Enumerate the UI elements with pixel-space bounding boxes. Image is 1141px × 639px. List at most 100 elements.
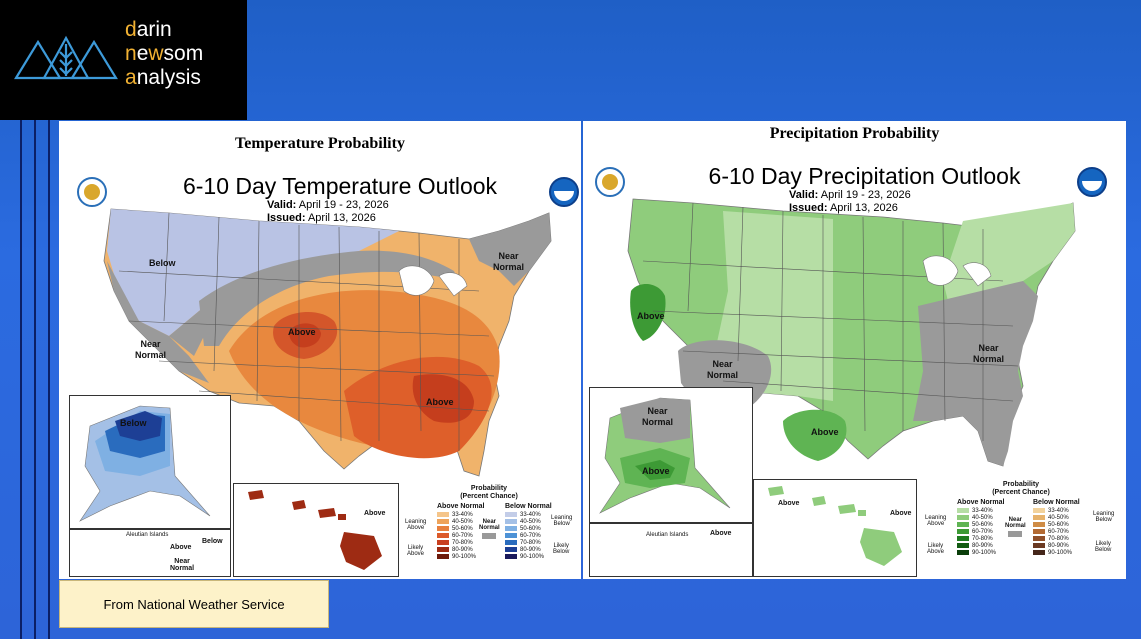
- legend-title: Probability: [470, 485, 508, 492]
- aleutian-label: Aleutian Islands: [646, 532, 689, 538]
- legend-range: 33-40%: [1048, 507, 1069, 514]
- legend-swatch: [957, 543, 969, 548]
- legend-row: 50-60%: [1033, 521, 1080, 528]
- legend-row: 50-60%: [437, 525, 484, 532]
- legend-row: 40-50%: [505, 518, 552, 525]
- great-lakes: [398, 265, 468, 297]
- decorative-bar: [34, 120, 36, 639]
- legend-likely-above: Likely Above: [407, 545, 425, 557]
- issued-value: April 13, 2026: [307, 212, 376, 224]
- legend-row: 40-50%: [437, 518, 484, 525]
- temperature-outlook-panel: Temperature Probability 6-10 Day Tempera…: [59, 121, 581, 579]
- legend-range: 80-90%: [452, 546, 473, 553]
- legend-range: 90-100%: [972, 549, 997, 556]
- legend-row: 33-40%: [505, 511, 552, 518]
- conus-temperature-map: [103, 208, 552, 477]
- legend-above-column: Above Normal 33-40% 40-50% 50-60% 60-70% 70-…: [957, 499, 1004, 556]
- issued-label: Issued:: [789, 202, 828, 214]
- legend-row: 50-60%: [957, 521, 1004, 528]
- legend-above-header: Above Normal: [437, 503, 485, 510]
- legend-swatch: [957, 536, 969, 541]
- legend-leaning-below: Leaning Below: [551, 515, 573, 527]
- legend-row: 90-100%: [1033, 549, 1080, 556]
- legend-below-header: Below Normal: [505, 503, 552, 510]
- state-lines: [642, 202, 1019, 441]
- precipitation-outlook-panel: Precipitation Probability 6-10 Day Preci…: [583, 121, 1126, 579]
- above-plains-inner: [289, 323, 321, 348]
- legend-swatch: [437, 554, 449, 559]
- hawaii-inset: Above: [233, 483, 399, 577]
- brand-accent-letter: d: [125, 18, 137, 41]
- mountain-logo-icon: [14, 35, 118, 80]
- legend-range: 80-90%: [972, 542, 993, 549]
- above-plains-label: Above: [288, 327, 316, 337]
- valid-value: April 19 - 23, 2026: [298, 199, 389, 211]
- legend-swatch: [957, 522, 969, 527]
- source-caption: From National Weather Service: [59, 580, 329, 628]
- near-normal-northeast: [469, 213, 551, 286]
- great-lakes: [922, 255, 992, 287]
- near-normal-southeast-label: Near Normal: [973, 343, 1005, 364]
- alaska-map: [599, 397, 731, 514]
- legend-row: 80-90%: [957, 542, 1004, 549]
- valid-value: April 19 - 23, 2026: [820, 189, 911, 201]
- legend-swatch: [1033, 508, 1045, 513]
- validity-info: Valid: April 19 - 23, 2026 Issued: April…: [267, 199, 389, 225]
- legend-leaning-above: Leaning Above: [925, 515, 947, 527]
- near-normal-west-label: Near Normal: [135, 339, 167, 360]
- legend-subtitle: (Percent Chance): [992, 489, 1050, 496]
- legend-swatch: [957, 515, 969, 520]
- legend-above-header: Above Normal: [957, 499, 1005, 506]
- brand-accent-letter: a: [125, 66, 137, 89]
- legend-range: 70-80%: [520, 539, 541, 546]
- legend-row: 33-40%: [1033, 507, 1080, 514]
- legend-range: 90-100%: [520, 553, 545, 560]
- alaska-inset: Near Normal Above: [589, 387, 753, 523]
- brand-accent-letter: n: [125, 42, 137, 65]
- valid-label: Valid:: [789, 189, 819, 201]
- legend-row: 33-40%: [437, 511, 484, 518]
- hawaii-map: [248, 490, 382, 570]
- legend-near-normal: Near Normal: [1005, 517, 1026, 537]
- legend-swatch: [505, 519, 517, 524]
- legend-range: 40-50%: [972, 514, 993, 521]
- legend-range: 50-60%: [520, 525, 541, 532]
- legend-swatch: [1033, 536, 1045, 541]
- decorative-bar: [20, 120, 22, 639]
- near-normal-west: [107, 261, 239, 383]
- legend-range: 50-60%: [452, 525, 473, 532]
- alaska-near-normal-label: Near Normal: [642, 406, 674, 427]
- legend-row: 50-60%: [505, 525, 552, 532]
- legend-swatch: [505, 547, 517, 552]
- legend-row: 60-70%: [957, 528, 1004, 535]
- legend-subtitle: (Percent Chance): [460, 493, 518, 500]
- legend-swatch: [505, 554, 517, 559]
- issued-label: Issued:: [267, 212, 306, 224]
- legend-range: 33-40%: [452, 511, 473, 518]
- brand-text: nalysis: [136, 66, 201, 89]
- hawaii-above-label: Above: [890, 510, 912, 517]
- legend-swatch: [957, 529, 969, 534]
- legend-row: 80-90%: [505, 546, 552, 553]
- legend-swatch: [505, 533, 517, 538]
- legend-swatch: [437, 512, 449, 517]
- legend-swatch: [505, 512, 517, 517]
- aleutian-inset: Aleutian Islands Above Below Near Normal: [69, 529, 231, 577]
- legend-below-column: Below Normal 33-40% 40-50% 50-60% 60-70% 70-…: [505, 503, 552, 560]
- panel-title: Precipitation Probability: [769, 125, 940, 142]
- decorative-bar: [48, 120, 50, 639]
- brand-text: som: [163, 42, 204, 65]
- hawaii-above-label: Above: [778, 500, 800, 507]
- alaska-map: [79, 405, 211, 522]
- brand-text: arin: [136, 18, 172, 41]
- hawaii-map: [768, 486, 902, 566]
- temperature-legend: Probability (Percent Chance) Above Norma…: [403, 485, 575, 577]
- legend-swatch: [505, 540, 517, 545]
- aleutian-inset: Aleutian Islands Above: [589, 523, 753, 577]
- above-southeast-label: Above: [426, 397, 454, 407]
- legend-below-column: Below Normal 33-40% 40-50% 50-60% 60-70% 70-…: [1033, 499, 1080, 556]
- aleutian-label: Aleutian Islands: [126, 532, 169, 538]
- validity-info: Valid: April 19 - 23, 2026 Issued: April…: [789, 189, 911, 215]
- below-region: [107, 209, 399, 336]
- legend-range: 80-90%: [520, 546, 541, 553]
